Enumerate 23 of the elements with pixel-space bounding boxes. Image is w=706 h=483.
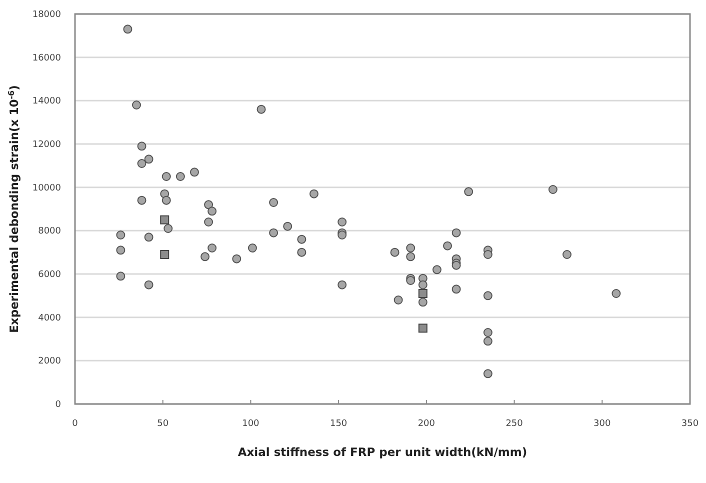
- x-tick-label: 50: [157, 419, 169, 429]
- y-tick-label: 10000: [32, 183, 62, 194]
- x-axis-title: Axial stiffness of FRP per unit width(kN/mm): [238, 445, 528, 459]
- y-tick-label: 6000: [38, 270, 62, 280]
- x-tick-label: 250: [506, 419, 524, 429]
- x-tick-label: 0: [72, 419, 78, 429]
- x-tick-label: 350: [681, 419, 699, 429]
- point: [418, 289, 428, 298]
- y-tick-label: 16000: [32, 53, 62, 64]
- x-tick-label: 200: [418, 419, 436, 429]
- y-tick-label: 12000: [32, 140, 62, 150]
- point: [418, 324, 428, 333]
- x-tick-label: 100: [242, 419, 260, 429]
- y-tick-label: 8000: [38, 226, 62, 237]
- x-tick-label: 150: [330, 419, 348, 429]
- y-tick-label: 2000: [38, 356, 62, 367]
- y-tick-label: 0: [55, 400, 62, 410]
- y-tick-label: 4000: [38, 313, 62, 324]
- point: [160, 215, 170, 224]
- point: [160, 250, 170, 259]
- y-tick-label: 18000: [32, 10, 62, 20]
- y-tick-label: 14000: [32, 96, 62, 107]
- x-tick-label: 300: [594, 419, 611, 429]
